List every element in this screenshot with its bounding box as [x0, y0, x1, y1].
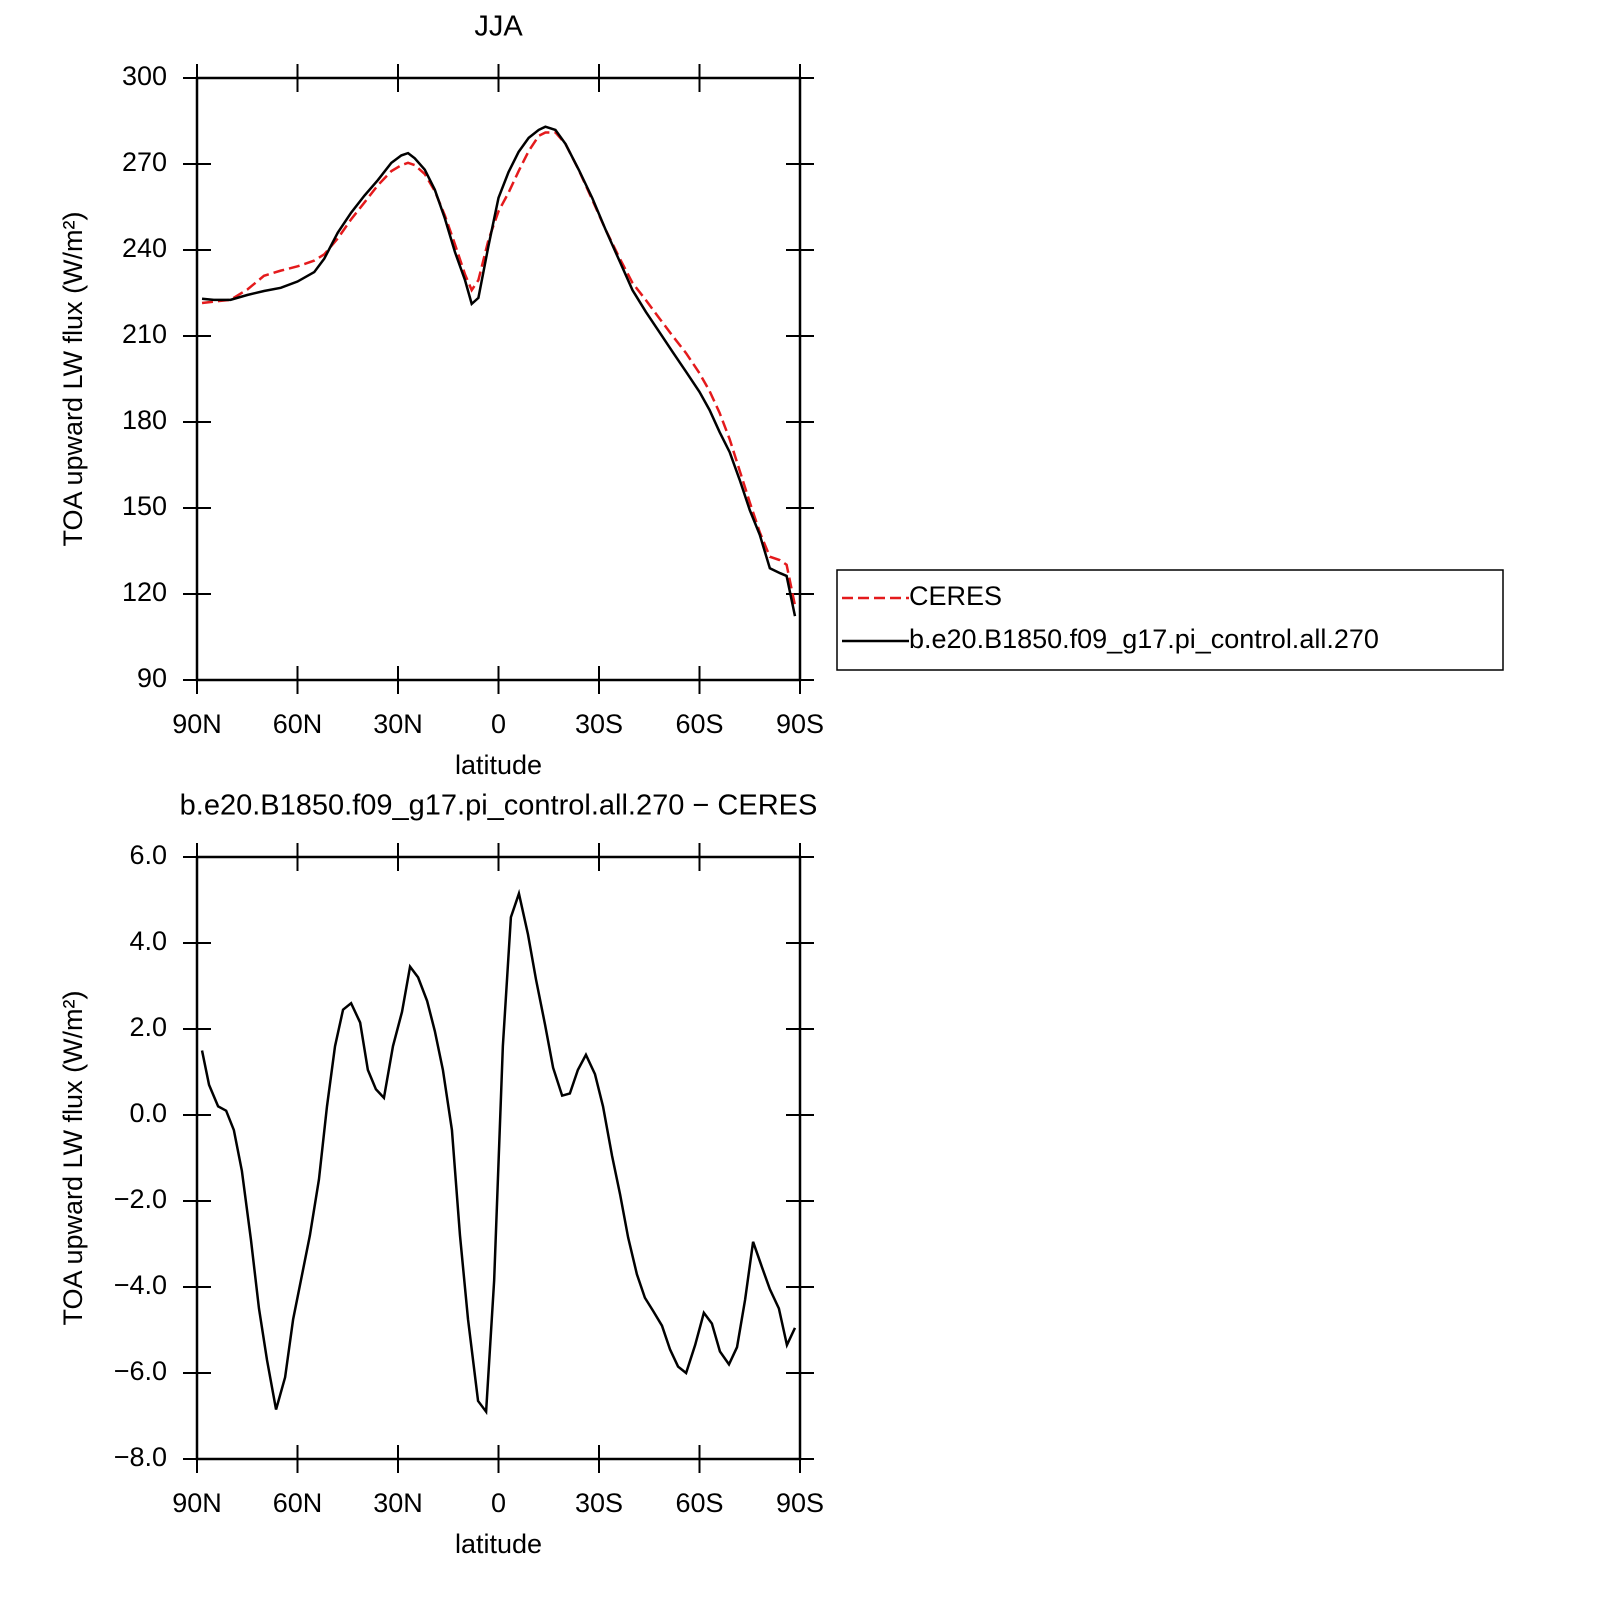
y-axis-label: TOA upward LW flux (W/m²) — [58, 990, 88, 1325]
data-line — [201, 125, 797, 617]
y-tick-label: 0.0 — [129, 1098, 167, 1128]
y-tick-label: −8.0 — [114, 1442, 167, 1472]
x-tick-label: 60S — [675, 1488, 723, 1518]
chart-title: b.e20.B1850.f09_g17.pi_control.all.270 −… — [180, 790, 818, 822]
data-line — [200, 888, 797, 1416]
x-tick-label: 30S — [575, 709, 623, 739]
x-axis-label: latitude — [455, 1529, 542, 1559]
legend-label: CERES — [909, 581, 1002, 611]
y-tick-label: −6.0 — [114, 1356, 167, 1386]
x-tick-label: 90N — [172, 709, 222, 739]
y-tick-label: 120 — [122, 577, 167, 607]
x-tick-label: 60N — [273, 709, 323, 739]
x-tick-label: 30N — [373, 1488, 423, 1518]
x-tick-label: 90N — [172, 1488, 222, 1518]
plot-frame — [195, 855, 802, 1461]
legend-label: b.e20.B1850.f09_g17.pi_control.all.270 — [909, 624, 1379, 654]
y-tick-label: 90 — [137, 663, 167, 693]
x-tick-label: 30N — [373, 709, 423, 739]
chart-title: JJA — [474, 11, 523, 43]
x-tick-label: 60N — [273, 1488, 323, 1518]
x-tick-label: 30S — [575, 1488, 623, 1518]
x-axis-label: latitude — [455, 750, 542, 780]
x-tick-label: 90S — [776, 1488, 824, 1518]
plot-frame — [195, 76, 802, 682]
y-axis-label: TOA upward LW flux (W/m²) — [58, 211, 88, 546]
y-tick-label: 150 — [122, 491, 167, 521]
y-tick-label: 270 — [122, 147, 167, 177]
y-tick-label: 180 — [122, 405, 167, 435]
y-tick-label: 300 — [122, 61, 167, 91]
x-tick-label: 60S — [675, 709, 723, 739]
legend-box — [836, 569, 1504, 671]
y-tick-label: 210 — [122, 319, 167, 349]
y-tick-label: 6.0 — [129, 840, 167, 870]
y-tick-label: 240 — [122, 233, 167, 263]
y-tick-label: 4.0 — [129, 926, 167, 956]
x-tick-label: 90S — [776, 709, 824, 739]
x-tick-label: 0 — [491, 709, 506, 739]
y-tick-label: 2.0 — [129, 1012, 167, 1042]
y-tick-label: −2.0 — [114, 1184, 167, 1214]
y-tick-label: −4.0 — [114, 1270, 167, 1300]
x-tick-label: 0 — [491, 1488, 506, 1518]
